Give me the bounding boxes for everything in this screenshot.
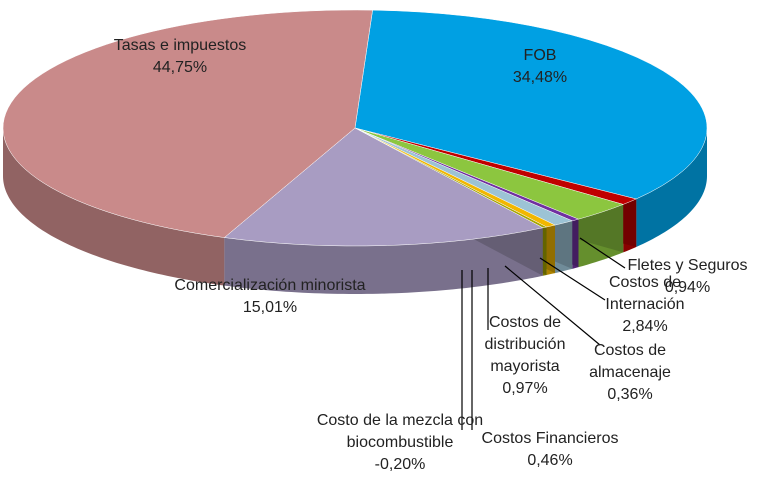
slice-name: Comercialización minorista (174, 277, 366, 294)
slice-value: -0,20% (374, 456, 426, 473)
slice-label: Tasas e impuestos 44,75% (80, 35, 280, 79)
slice-value: 44,75% (152, 59, 208, 76)
pie-slice-side (636, 128, 707, 247)
slice-name: FOB (523, 47, 557, 64)
slice-name: Costos de Internación (605, 274, 685, 313)
slice-name: Costo de la mezcla con biocombustible (316, 412, 484, 451)
leader-line (539, 257, 606, 301)
pie-slice-side (224, 227, 543, 294)
slice-label: FOB 34,48% (470, 45, 610, 89)
pie-slice (223, 127, 544, 247)
pie-slice (2, 9, 373, 238)
slice-label: Costos de distribución mayorista 0,97% (470, 312, 580, 400)
slice-value: 0,97% (502, 380, 548, 397)
slice-name: Costos de distribución mayorista (484, 314, 566, 375)
pie-slice (354, 9, 708, 200)
slice-value: 34,48% (512, 69, 568, 86)
slice-value: 15,01% (242, 299, 298, 316)
slice-value: 2,84% (622, 318, 668, 335)
slice-name: Fletes y Seguros (627, 257, 748, 274)
leader-line (579, 237, 626, 269)
pie-slice-side (3, 128, 225, 286)
slice-label: Costos de almacenaje 0,36% (570, 340, 690, 406)
slice-value: 0,36% (607, 386, 653, 403)
slice-value: 0,94% (664, 279, 711, 296)
slice-label: Comercialización minorista 15,01% (170, 275, 370, 319)
slice-name: Costos de almacenaje (589, 342, 671, 381)
slice-name: Tasas e impuestos (113, 37, 247, 54)
slice-label: Costos Financieros 0,46% (455, 428, 645, 472)
slice-label: Costo de la mezcla con biocombustible -0,… (305, 410, 495, 476)
leader-lines (461, 237, 626, 430)
slice-label: Fletes y Seguros 0,94% (600, 255, 771, 299)
leader-line (504, 265, 601, 346)
slice-label: Costos de Internación 2,84% (575, 272, 715, 338)
slice-name: Costos Financieros (481, 430, 619, 447)
slice-value: 0,46% (527, 452, 573, 469)
